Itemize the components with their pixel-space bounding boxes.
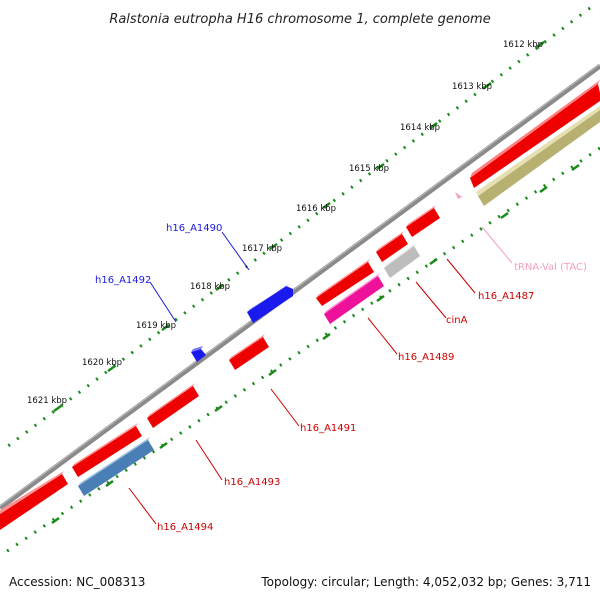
tick-label: 1620 kbp (82, 358, 122, 368)
tick-label: 1617 kbp (242, 244, 282, 254)
tick-label: 1613 kbp (452, 82, 492, 92)
feature-label[interactable]: h16_A1490 (166, 223, 222, 234)
tick-labels: 1612 kbp 1613 kbp 1614 kbp 1615 kbp 1616… (27, 40, 543, 406)
genome-backbone (0, 63, 600, 511)
feature-label[interactable]: h16_A1492 (95, 275, 151, 286)
gene-feature[interactable] (78, 437, 154, 496)
gene-features (0, 80, 600, 530)
tick-label: 1618 kbp (190, 282, 230, 292)
accession-text: Accession: NC_008313 (9, 575, 145, 589)
feature-label[interactable]: tRNA-Val (TAC) (514, 262, 587, 273)
tick-label: 1615 kbp (349, 164, 389, 174)
topology-summary-text: Topology: circular; Length: 4,052,032 bp… (260, 575, 591, 589)
feature-label[interactable]: h16_A1494 (157, 522, 213, 533)
tick-label: 1612 kbp (503, 40, 543, 50)
outer-tick-ring (7, 6, 591, 448)
gene-feature[interactable] (406, 205, 440, 237)
gene-feature[interactable] (0, 471, 68, 530)
gene-feature[interactable] (470, 80, 600, 188)
callout-lines (128, 226, 513, 525)
tick-label: 1621 kbp (27, 396, 67, 406)
feature-label[interactable]: h16_A1491 (300, 423, 356, 434)
gene-feature[interactable] (247, 284, 293, 323)
gene-feature[interactable] (316, 259, 374, 306)
feature-label[interactable]: h16_A1487 (478, 291, 534, 302)
gene-feature[interactable] (376, 231, 408, 262)
feature-label[interactable]: h16_A1489 (398, 352, 454, 363)
feature-label[interactable]: h16_A1493 (224, 477, 280, 488)
gene-feature[interactable] (384, 243, 420, 278)
tick-label: 1619 kbp (136, 321, 176, 331)
gene-feature[interactable] (147, 383, 199, 428)
tick-label: 1616 kbp (296, 204, 336, 214)
inner-major-ticks (51, 163, 580, 525)
feature-label[interactable]: cinA (446, 315, 468, 326)
gene-feature[interactable] (455, 192, 462, 199)
gene-feature[interactable] (324, 273, 384, 324)
outer-major-ticks (53, 40, 545, 413)
tick-label: 1614 kbp (400, 123, 440, 133)
gene-feature[interactable] (229, 334, 269, 370)
gene-feature[interactable] (72, 423, 142, 477)
map-title: Ralstonia eutropha H16 chromosome 1, com… (109, 12, 490, 27)
feature-labels: h16_A1490 h16_A1492 h16_A1487 tRNA-Val (… (95, 223, 587, 533)
gene-feature[interactable] (191, 346, 206, 362)
gene-feature[interactable] (476, 106, 600, 206)
